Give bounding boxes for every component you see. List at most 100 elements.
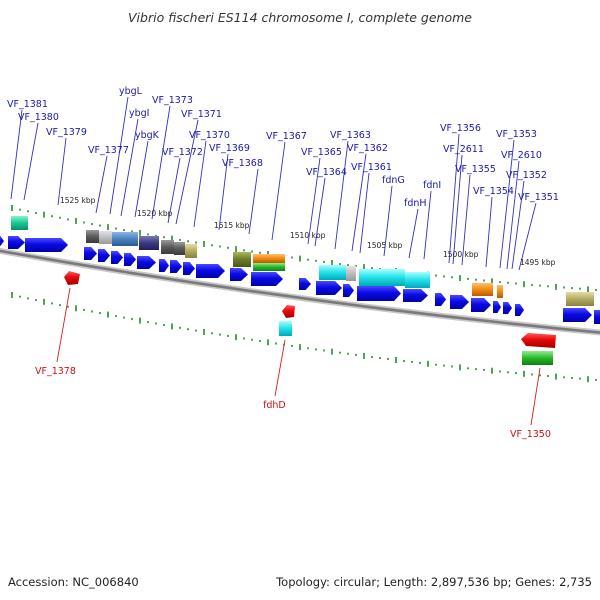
gene-label[interactable]: VF_2611 — [443, 144, 484, 155]
forward-cds-arrow[interactable] — [0, 235, 4, 247]
gene-label[interactable]: VF_1354 — [473, 186, 514, 197]
gene-label[interactable]: VF_1373 — [152, 95, 193, 106]
feature-block[interactable] — [522, 351, 553, 365]
feature-block[interactable] — [253, 263, 285, 271]
forward-cds-arrow[interactable] — [251, 272, 283, 286]
feature-block[interactable] — [253, 254, 285, 263]
gene-label[interactable]: fdnH — [404, 198, 427, 209]
feature-block[interactable] — [112, 232, 138, 246]
forward-cds-arrow[interactable] — [563, 308, 592, 322]
gene-label[interactable]: ybgK — [135, 130, 160, 141]
forward-cds-arrow[interactable] — [316, 281, 342, 295]
tick-mark — [467, 277, 469, 280]
feature-block[interactable] — [185, 244, 197, 258]
forward-cds-arrow[interactable] — [196, 264, 225, 278]
feature-block[interactable] — [139, 236, 159, 250]
feature-block[interactable] — [11, 216, 28, 230]
gene-label[interactable]: VF_1352 — [506, 170, 547, 181]
gene-label[interactable]: VF_2610 — [501, 150, 542, 161]
forward-cds-arrow[interactable] — [299, 278, 311, 290]
gene-label[interactable]: VF_1365 — [301, 147, 342, 158]
gene-label[interactable]: VF_1381 — [7, 99, 48, 110]
gene-label[interactable]: VF_1380 — [18, 112, 59, 123]
forward-cds-arrow[interactable] — [403, 289, 428, 302]
forward-cds-arrow[interactable] — [594, 310, 600, 324]
forward-cds-arrow[interactable] — [111, 251, 123, 264]
forward-cds-arrow[interactable] — [84, 247, 97, 260]
feature-block[interactable] — [346, 266, 356, 281]
forward-cds-arrow[interactable] — [343, 284, 354, 297]
gene-label[interactable]: VF_1364 — [306, 167, 347, 178]
leader-line — [10, 109, 23, 200]
gene-label[interactable]: ybgL — [119, 86, 143, 97]
feature-block[interactable] — [405, 272, 430, 288]
gene-label[interactable]: fdnG — [382, 175, 405, 186]
forward-cds-arrow[interactable] — [124, 253, 136, 266]
forward-cds-arrow[interactable] — [435, 293, 446, 306]
gene-label[interactable]: VF_1378 — [35, 366, 76, 377]
gene-label[interactable]: fdnI — [423, 180, 441, 191]
leader-line — [95, 155, 108, 214]
gene-label[interactable]: VF_1369 — [209, 143, 250, 154]
tick-mark — [395, 357, 397, 363]
reverse-cds-arrow[interactable] — [282, 305, 295, 318]
feature-block[interactable] — [233, 252, 251, 267]
forward-cds-arrow[interactable] — [137, 256, 156, 269]
tick-mark — [579, 287, 581, 290]
tick-mark — [523, 281, 525, 288]
reverse-cds-arrow[interactable] — [521, 333, 556, 348]
gene-label[interactable]: VF_1377 — [88, 145, 129, 156]
forward-cds-arrow[interactable] — [183, 262, 195, 275]
feature-block[interactable] — [161, 240, 174, 254]
tick-mark — [267, 339, 269, 346]
feature-block[interactable] — [319, 265, 346, 280]
gene-label[interactable]: VF_1356 — [440, 123, 481, 134]
forward-cds-arrow[interactable] — [450, 295, 469, 309]
gene-label[interactable]: VF_1370 — [189, 130, 230, 141]
feature-block[interactable] — [279, 321, 292, 336]
tick-mark — [99, 224, 101, 227]
gene-label[interactable]: VF_1350 — [510, 429, 551, 440]
tick-mark — [531, 283, 533, 286]
forward-cds-arrow[interactable] — [170, 260, 182, 273]
feature-block[interactable] — [472, 283, 493, 296]
chromosome-backbone-core — [0, 249, 600, 334]
gene-label[interactable]: VF_1353 — [496, 129, 537, 140]
gene-label[interactable]: ybgI — [129, 108, 149, 119]
forward-cds-arrow[interactable] — [8, 236, 25, 249]
gene-label[interactable]: VF_1351 — [518, 192, 559, 203]
gene-label[interactable]: VF_1372 — [162, 147, 203, 158]
gene-label[interactable]: VF_1367 — [266, 131, 307, 142]
leader-line — [218, 153, 229, 231]
gene-label[interactable]: fdhD — [263, 400, 286, 411]
feature-block[interactable] — [566, 292, 594, 306]
feature-block[interactable] — [99, 231, 112, 244]
feature-block[interactable] — [359, 269, 405, 286]
forward-cds-arrow[interactable] — [98, 249, 110, 262]
gene-label[interactable]: VF_1371 — [181, 109, 222, 120]
tick-mark — [83, 221, 85, 224]
forward-cds-arrow[interactable] — [25, 238, 68, 252]
forward-cds-arrow[interactable] — [515, 304, 524, 316]
feature-block[interactable] — [174, 242, 185, 255]
forward-cds-arrow[interactable] — [503, 302, 512, 314]
gene-label[interactable]: VF_1355 — [455, 164, 496, 175]
reverse-cds-arrow[interactable] — [64, 271, 80, 285]
ruler-label: 1510 kbp — [290, 231, 326, 240]
forward-cds-arrow[interactable] — [471, 298, 491, 312]
gene-label[interactable]: VF_1362 — [347, 143, 388, 154]
gene-label[interactable]: VF_1379 — [46, 127, 87, 138]
tick-mark — [371, 356, 373, 358]
forward-cds-arrow[interactable] — [493, 301, 501, 313]
forward-cds-arrow[interactable] — [230, 268, 248, 281]
feature-block[interactable] — [86, 230, 99, 243]
feature-block[interactable] — [497, 285, 503, 298]
gene-label[interactable]: VF_1368 — [222, 158, 263, 169]
forward-cds-arrow[interactable] — [357, 286, 401, 301]
gene-label[interactable]: VF_1361 — [351, 162, 392, 173]
tick-mark — [323, 349, 325, 352]
leader-line — [57, 137, 67, 206]
forward-cds-arrow[interactable] — [159, 259, 169, 272]
gene-label[interactable]: VF_1363 — [330, 130, 371, 141]
